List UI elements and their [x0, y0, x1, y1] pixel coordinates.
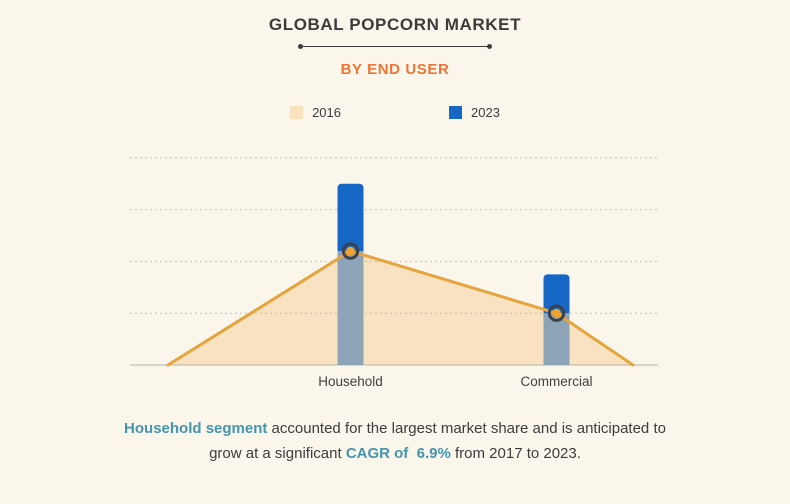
page-subtitle: BY END USER	[340, 61, 450, 78]
legend-label: 2016	[312, 105, 341, 120]
marker-ring-Commercial	[547, 304, 566, 322]
footnote-highlight-cagr: CAGR of 6.9%	[345, 445, 451, 462]
marker-Commercial	[552, 308, 561, 318]
bar-2023-Commercial	[543, 274, 570, 314]
chart-svg: Household Commercial	[130, 157, 658, 389]
legend-swatch-2016	[290, 106, 304, 119]
area-series-2016	[168, 251, 633, 365]
category-label-Commercial: Commercial	[520, 374, 592, 389]
footnote-highlight-household: Household segment	[124, 420, 268, 437]
legend: 2016 2023	[0, 105, 790, 120]
category-label-Household: Household	[318, 374, 383, 389]
footnote-text-3: from 2017 to 2023.	[450, 445, 581, 462]
bar-2023-Household	[337, 183, 364, 252]
page-title: GLOBAL POPCORN MARKET	[268, 15, 522, 34]
marker-ring-Household	[341, 242, 360, 260]
line-series-2016	[166, 249, 635, 367]
footnote-text-1: accounted for the largest market share a…	[267, 420, 666, 437]
footnote-text-2: grow at a significant	[209, 445, 346, 462]
footnote: Household segment accounted for the larg…	[0, 416, 790, 466]
legend-swatch-2023	[449, 106, 462, 119]
bar-2023-overlap-Household	[337, 251, 364, 365]
legend-label: 2023	[471, 105, 500, 120]
legend-item-2016: 2016	[290, 105, 341, 120]
marker-Household	[346, 246, 355, 256]
title-divider	[298, 44, 492, 49]
legend-item-2023: 2023	[449, 105, 500, 120]
